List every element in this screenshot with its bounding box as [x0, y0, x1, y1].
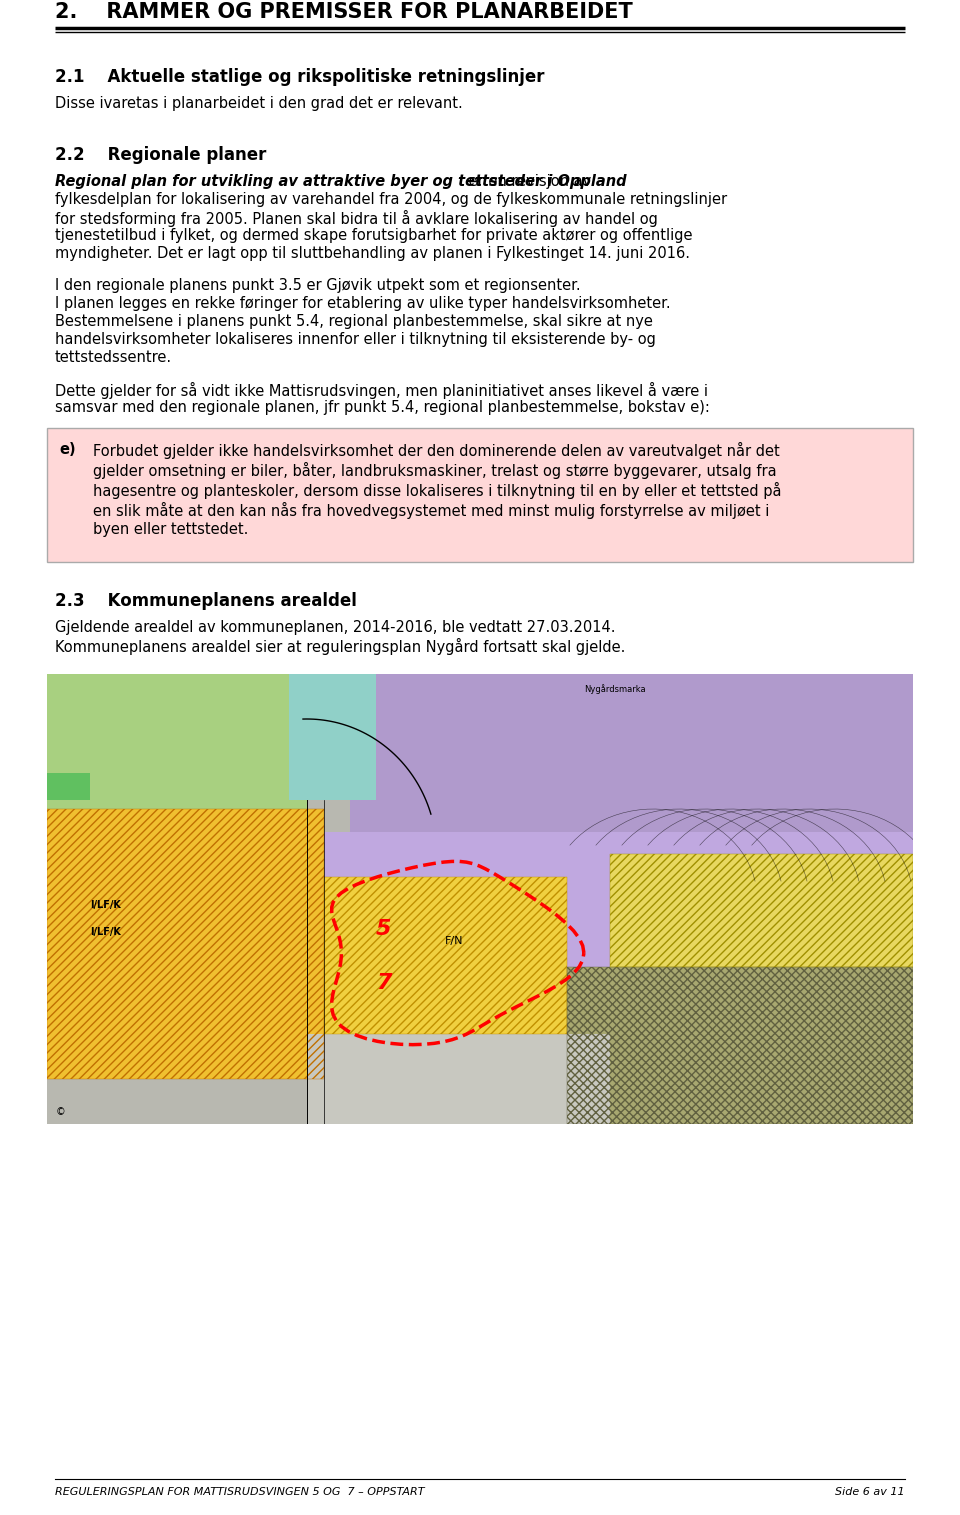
Bar: [47, 429, 913, 562]
Text: tjenestetilbud i fylket, og dermed skape forutsigbarhet for private aktører og o: tjenestetilbud i fylket, og dermed skape…: [55, 227, 692, 242]
Text: Bestemmelsene i planens punkt 5.4, regional planbestemmelse, skal sikre at nye: Bestemmelsene i planens punkt 5.4, regio…: [55, 314, 653, 329]
Text: 5: 5: [376, 920, 392, 939]
Text: gjelder omsetning er biler, båter, landbruksmaskiner, trelast og større byggevar: gjelder omsetning er biler, båter, landb…: [93, 462, 777, 479]
Polygon shape: [47, 674, 307, 809]
Bar: [307, 1035, 610, 1124]
Text: fylkesdelplan for lokalisering av varehandel fra 2004, og de fylkeskommunale ret: fylkesdelplan for lokalisering av vareha…: [55, 192, 727, 208]
Text: REGULERINGSPLAN FOR MATTISRUDSVINGEN 5 OG  7 – OPPSTART: REGULERINGSPLAN FOR MATTISRUDSVINGEN 5 O…: [55, 1488, 424, 1497]
Text: I planen legges en rekke føringer for etablering av ulike typer handelsvirksomhe: I planen legges en rekke føringer for et…: [55, 295, 671, 311]
Text: Forbudet gjelder ikke handelsvirksomhet der den dominerende delen av vareutvalge: Forbudet gjelder ikke handelsvirksomhet …: [93, 442, 780, 459]
Text: F/N: F/N: [445, 936, 464, 945]
Polygon shape: [47, 773, 90, 800]
Text: Side 6 av 11: Side 6 av 11: [835, 1488, 905, 1497]
Bar: [47, 809, 324, 1079]
Text: hagesentre og planteskoler, dersom disse lokaliseres i tilknytning til en by ell: hagesentre og planteskoler, dersom disse…: [93, 482, 781, 498]
Polygon shape: [324, 832, 913, 967]
Text: I/LF/K: I/LF/K: [90, 900, 121, 911]
Text: er en revisjon av: er en revisjon av: [465, 174, 591, 189]
Bar: [566, 967, 913, 1124]
Text: byen eller tettstedet.: byen eller tettstedet.: [93, 523, 249, 536]
Text: 2.2    Regionale planer: 2.2 Regionale planer: [55, 145, 266, 164]
Text: myndigheter. Det er lagt opp til sluttbehandling av planen i Fylkestinget 14. ju: myndigheter. Det er lagt opp til sluttbe…: [55, 245, 690, 261]
Text: handelsvirksomheter lokaliseres innenfor eller i tilknytning til eksisterende by: handelsvirksomheter lokaliseres innenfor…: [55, 332, 656, 347]
Text: I den regionale planens punkt 3.5 er Gjøvik utpekt som et regionsenter.: I den regionale planens punkt 3.5 er Gjø…: [55, 277, 581, 292]
Bar: [566, 967, 913, 1124]
Text: Nygårdsmarka: Nygårdsmarka: [584, 685, 645, 694]
Polygon shape: [290, 674, 376, 800]
Text: Regional plan for utvikling av attraktive byer og tettsteder i Oppland: Regional plan for utvikling av attraktiv…: [55, 174, 627, 189]
Text: e): e): [59, 442, 76, 458]
Bar: [47, 809, 324, 1079]
Text: Disse ivaretas i planarbeidet i den grad det er relevant.: Disse ivaretas i planarbeidet i den grad…: [55, 95, 463, 111]
Text: Gjeldende arealdel av kommuneplanen, 2014-2016, ble vedtatt 27.03.2014.: Gjeldende arealdel av kommuneplanen, 201…: [55, 620, 615, 635]
Bar: [610, 854, 913, 967]
Text: 2.    RAMMER OG PREMISSER FOR PLANARBEIDET: 2. RAMMER OG PREMISSER FOR PLANARBEIDET: [55, 2, 633, 23]
Polygon shape: [324, 877, 566, 1035]
Text: tettstedssentre.: tettstedssentre.: [55, 350, 172, 365]
Text: 2.1    Aktuelle statlige og rikspolitiske retningslinjer: 2.1 Aktuelle statlige og rikspolitiske r…: [55, 68, 544, 86]
Bar: [610, 854, 913, 967]
Text: Kommuneplanens arealdel sier at reguleringsplan Nygård fortsatt skal gjelde.: Kommuneplanens arealdel sier at reguleri…: [55, 638, 625, 654]
Text: 2.3    Kommuneplanens arealdel: 2.3 Kommuneplanens arealdel: [55, 592, 357, 611]
Text: for stedsforming fra 2005. Planen skal bidra til å avklare lokalisering av hande: for stedsforming fra 2005. Planen skal b…: [55, 211, 658, 227]
Text: Dette gjelder for så vidt ikke Mattisrudsvingen, men planinitiativet anses likev: Dette gjelder for så vidt ikke Mattisrud…: [55, 382, 708, 398]
Text: 7: 7: [376, 973, 392, 992]
Text: ©: ©: [56, 1107, 65, 1117]
Text: samsvar med den regionale planen, jfr punkt 5.4, regional planbestemmelse, bokst: samsvar med den regionale planen, jfr pu…: [55, 400, 709, 415]
Polygon shape: [350, 674, 913, 832]
Text: I/LF/K: I/LF/K: [90, 927, 121, 936]
Text: en slik måte at den kan nås fra hovedvegsystemet med minst mulig forstyrrelse av: en slik måte at den kan nås fra hovedveg…: [93, 501, 769, 520]
